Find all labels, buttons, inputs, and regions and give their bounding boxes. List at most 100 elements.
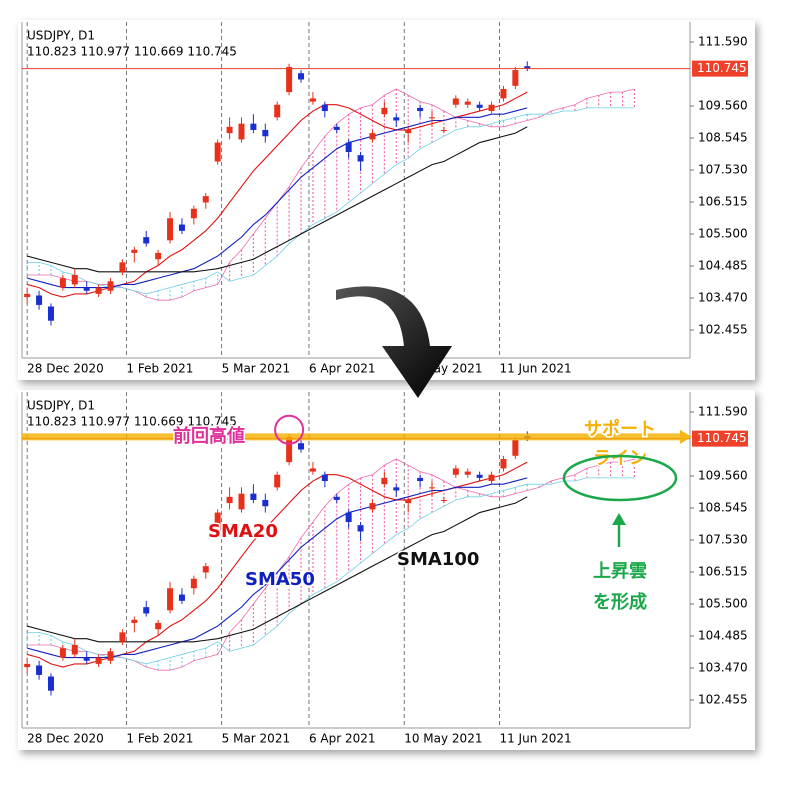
y-tick-label: 107.530 — [698, 162, 748, 176]
candle-body — [429, 487, 436, 489]
panel — [18, 20, 755, 380]
last-price-label: 110.745 — [697, 431, 747, 445]
candle-body — [393, 117, 400, 121]
candle-body — [131, 619, 138, 623]
candle-body — [345, 512, 352, 523]
candle-body — [464, 101, 471, 105]
x-tick-label: 28 Dec 2020 — [27, 362, 104, 376]
candle-body — [71, 274, 78, 285]
candle-body — [309, 98, 316, 102]
candle-body — [71, 644, 78, 655]
y-tick-label: 111.590 — [698, 34, 748, 48]
last-price-box — [692, 430, 748, 447]
candle-body — [298, 73, 305, 80]
candle-body — [59, 278, 66, 288]
previous-high-circle — [274, 414, 305, 445]
ma-label: SMA20 — [208, 521, 278, 542]
x-tick-label: 5 Mar 2021 — [222, 362, 290, 376]
candle-body — [167, 218, 174, 241]
candle-body — [309, 468, 316, 472]
candle-body — [226, 126, 233, 134]
candle-body — [464, 471, 471, 475]
candle-body — [83, 287, 90, 291]
cloud-label: 上昇雲 — [593, 561, 647, 582]
y-tick-label: 103.470 — [698, 661, 748, 675]
x-tick-label: 1 Feb 2021 — [126, 362, 193, 376]
candle-body — [107, 281, 114, 291]
x-tick-label: 6 Apr 2021 — [309, 362, 376, 376]
candle-body — [452, 468, 459, 475]
candle-body — [357, 155, 364, 162]
candle-body — [250, 123, 257, 130]
candle-body — [405, 129, 412, 134]
candle-body — [274, 474, 281, 488]
candle-body — [333, 126, 340, 130]
candle-body — [321, 474, 328, 482]
candle-body — [524, 66, 531, 69]
ohlc-label: 110.823 110.977 110.669 110.745 — [27, 415, 237, 429]
panels: 28 Dec 2020 1 Feb 2021 5 Mar 2021 6 Apr 202… — [18, 20, 755, 750]
y-tick-label: 105.500 — [698, 596, 748, 610]
candle-body — [155, 622, 162, 630]
y-tick-label: 109.560 — [698, 98, 748, 112]
candle-body — [286, 436, 293, 463]
candle-body — [262, 499, 269, 507]
y-tick-label: 103.470 — [698, 291, 748, 305]
y-tick-label: 108.545 — [698, 130, 748, 144]
candle-body — [512, 440, 519, 456]
ma-label: SMA50 — [245, 569, 315, 590]
candle-body — [202, 196, 209, 203]
candle-body — [178, 594, 185, 601]
candle-body — [298, 443, 305, 450]
x-tick-label: 28 Dec 2020 — [27, 732, 104, 746]
candle-body — [190, 578, 197, 589]
ohlc-label: 110.823 110.977 110.669 110.745 — [27, 45, 237, 59]
y-tick-label: 106.515 — [698, 194, 748, 208]
x-tick-label: 10 May 2021 — [404, 732, 482, 746]
candle-body — [262, 129, 269, 137]
candle-body — [393, 487, 400, 491]
candle-body — [333, 496, 340, 500]
candle-body — [345, 142, 352, 153]
candle-body — [107, 651, 114, 661]
ma-line — [27, 496, 528, 643]
y-tick-label: 107.530 — [698, 532, 748, 546]
candle-body — [488, 104, 495, 112]
candle-body — [238, 493, 245, 510]
support-arrow-head — [680, 429, 692, 444]
last-price-box — [692, 60, 748, 77]
candle-body — [95, 287, 102, 294]
transition-arrow — [336, 286, 452, 398]
candle-body — [476, 474, 483, 478]
candle-body — [417, 107, 424, 112]
candle-body — [512, 70, 519, 86]
candle-body — [202, 566, 209, 573]
last-price-label: 110.745 — [697, 61, 747, 75]
support-label: サポート — [584, 418, 656, 440]
candle-body — [274, 104, 281, 118]
candle-body — [155, 252, 162, 260]
candle-body — [357, 525, 364, 532]
cloud-edge — [27, 477, 635, 665]
candle-body — [143, 607, 150, 614]
previous-high-label: 前回高値 — [173, 425, 245, 447]
candle-body — [381, 477, 388, 485]
y-tick-label: 106.515 — [698, 564, 748, 578]
candle-body — [214, 142, 221, 162]
candle-body — [476, 104, 483, 108]
y-tick-label: 104.485 — [698, 628, 748, 642]
candle-body — [488, 474, 495, 482]
support-label: ライン — [593, 448, 647, 469]
candle-body — [59, 648, 66, 658]
candle-body — [47, 306, 54, 321]
candle-body — [440, 129, 447, 131]
x-tick-label: 6 Apr 2021 — [309, 732, 376, 746]
symbol-label: USDJPY, D1 — [27, 29, 95, 43]
candle-body — [440, 499, 447, 501]
candle-body — [24, 293, 31, 298]
candle-body — [214, 512, 221, 532]
candle-body — [119, 262, 126, 272]
cloud-edge — [27, 107, 635, 295]
candle-body — [405, 499, 412, 504]
